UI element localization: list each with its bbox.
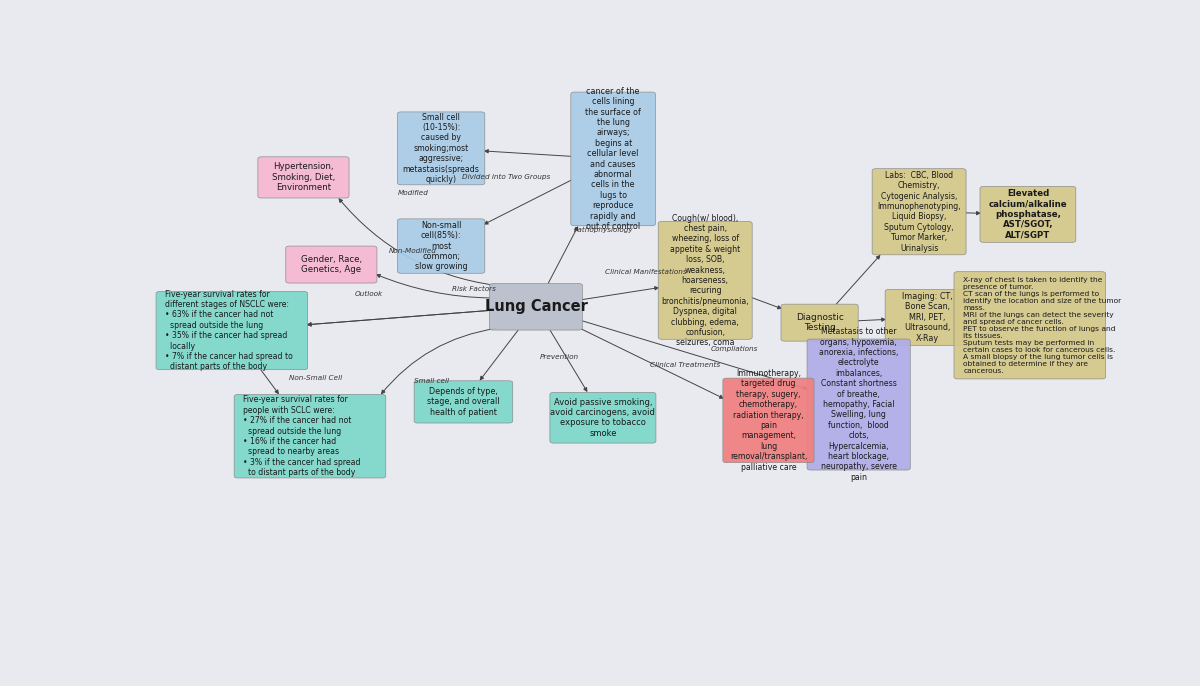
Text: Clinical Manifestations: Clinical Manifestations — [605, 270, 686, 276]
Text: Five-year survival rates for
people with SCLC were:
• 27% if the cancer had not
: Five-year survival rates for people with… — [244, 395, 361, 477]
FancyBboxPatch shape — [808, 339, 911, 470]
FancyBboxPatch shape — [571, 92, 655, 226]
Text: Cough(w/ blood),
chest pain,
wheezing, loss of
appetite & weight
loss, SOB,
weak: Cough(w/ blood), chest pain, wheezing, l… — [661, 213, 749, 347]
FancyBboxPatch shape — [872, 169, 966, 255]
Text: Avoid passive smoking,
avoid carcinogens, avoid
exposure to tobacco
smoke: Avoid passive smoking, avoid carcinogens… — [551, 398, 655, 438]
Text: Small cell
(10-15%):
caused by
smoking;most
aggressive;
metastasis(spreads
quick: Small cell (10-15%): caused by smoking;m… — [403, 113, 480, 184]
FancyBboxPatch shape — [781, 304, 858, 341]
Text: Modified: Modified — [397, 190, 428, 196]
Text: Non-small
cell(85%):
most
common;
slow growing: Non-small cell(85%): most common; slow g… — [415, 221, 468, 272]
Text: Depends of type,
stage, and overall
health of patient: Depends of type, stage, and overall heal… — [427, 387, 499, 417]
Text: Small cell: Small cell — [414, 378, 449, 383]
FancyBboxPatch shape — [550, 392, 656, 443]
FancyBboxPatch shape — [258, 157, 349, 198]
Text: Outlook: Outlook — [354, 291, 383, 296]
FancyBboxPatch shape — [490, 283, 582, 330]
Text: Pathophysiology: Pathophysiology — [574, 227, 634, 233]
Text: Elevated
calcium/alkaline
phosphatase,
AST/SGOT,
ALT/SGPT: Elevated calcium/alkaline phosphatase, A… — [989, 189, 1067, 239]
Text: Clinical Treatments: Clinical Treatments — [649, 362, 720, 368]
FancyBboxPatch shape — [954, 272, 1105, 379]
Text: Risk Factors: Risk Factors — [451, 286, 496, 292]
FancyBboxPatch shape — [722, 378, 814, 462]
Text: Prevention: Prevention — [540, 354, 578, 360]
FancyBboxPatch shape — [397, 219, 485, 273]
Text: Labs:  CBC, Blood
Chemistry,
Cytogenic Analysis,
Immunophenotyping,
Liquid Biops: Labs: CBC, Blood Chemistry, Cytogenic An… — [877, 171, 961, 252]
Text: cancer of the
cells lining
the surface of
the lung
airways;
begins at
cellular l: cancer of the cells lining the surface o… — [586, 87, 641, 231]
Text: Divided into Two Groups: Divided into Two Groups — [462, 174, 551, 180]
Text: X-ray of chest is taken to identify the
presence of tumor.
CT scan of the lungs : X-ray of chest is taken to identify the … — [964, 277, 1122, 374]
FancyBboxPatch shape — [156, 292, 307, 370]
Text: Gender, Race,
Genetics, Age: Gender, Race, Genetics, Age — [301, 255, 362, 274]
FancyBboxPatch shape — [397, 112, 485, 185]
Text: Diagnostic
Testing: Diagnostic Testing — [796, 313, 844, 332]
FancyBboxPatch shape — [886, 289, 970, 345]
FancyBboxPatch shape — [234, 394, 385, 478]
Text: Imaging: CT,
Bone Scan,
MRI, PET,
Ultrasound,
X-Ray: Imaging: CT, Bone Scan, MRI, PET, Ultras… — [902, 292, 953, 343]
Text: Metastasis to other
organs, hypoxemia,
anorexia, infections,
electrolyte
imbalan: Metastasis to other organs, hypoxemia, a… — [818, 327, 899, 482]
Text: Compliations: Compliations — [710, 346, 757, 352]
Text: Hypertension,
Smoking, Diet,
Environment: Hypertension, Smoking, Diet, Environment — [272, 163, 335, 192]
Text: Immunotherapy,
targeted drug
therapy, sugery,
chemotherapy,
radiation therapy,
p: Immunotherapy, targeted drug therapy, su… — [730, 369, 808, 472]
FancyBboxPatch shape — [659, 222, 752, 340]
Text: Non-Small Cell: Non-Small Cell — [289, 375, 342, 381]
FancyBboxPatch shape — [286, 246, 377, 283]
FancyBboxPatch shape — [414, 381, 512, 423]
Text: Five-year survival rates for
different stages of NSCLC were:
• 63% if the cancer: Five-year survival rates for different s… — [166, 289, 293, 372]
Text: Non-Modified: Non-Modified — [389, 248, 436, 255]
FancyBboxPatch shape — [980, 187, 1076, 242]
Text: Lung Cancer: Lung Cancer — [485, 299, 587, 314]
